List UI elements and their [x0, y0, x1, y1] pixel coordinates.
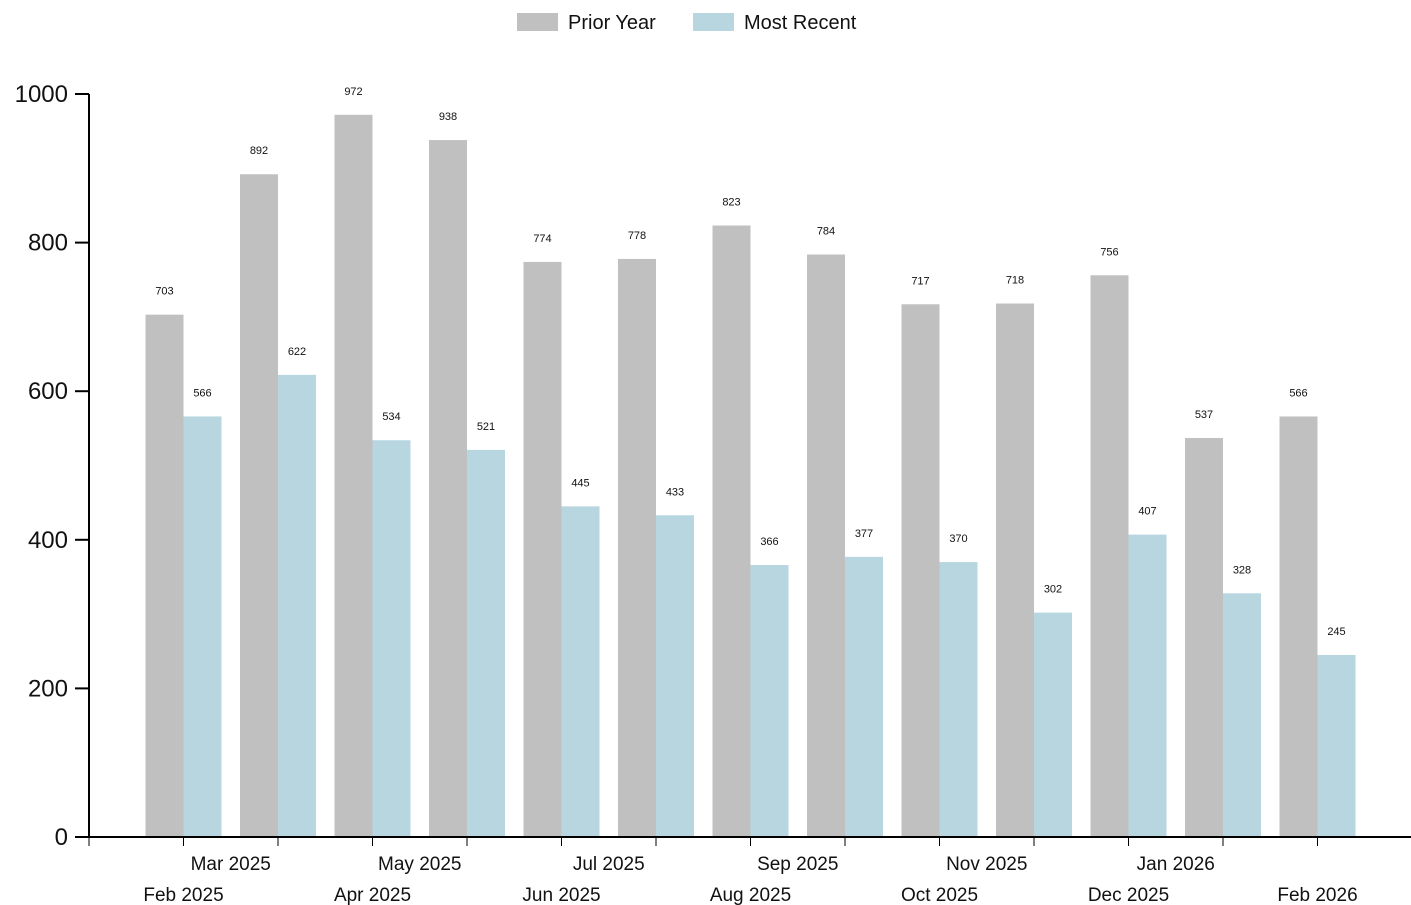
data-label-most-recent-jul-2025: 433 [666, 486, 684, 498]
x-tick-label-oct-2025: Oct 2025 [901, 885, 978, 905]
data-label-most-recent-mar-2025: 622 [288, 346, 306, 358]
bar-prior-year-aug-2025 [712, 225, 751, 838]
data-label-prior-year-mar-2025: 892 [250, 145, 268, 157]
y-tick-label: 800 [28, 230, 68, 257]
bar-prior-year-dec-2025 [1090, 275, 1129, 837]
y-tick-label: 600 [28, 378, 68, 405]
y-tick-label: 0 [55, 824, 68, 851]
y-tick-label: 1000 [15, 81, 68, 108]
x-tick-label-may-2025: May 2025 [378, 854, 461, 875]
x-tick-label-jul-2025: Jul 2025 [573, 854, 645, 875]
data-label-prior-year-feb-2026: 566 [1289, 387, 1307, 399]
y-axis: 0 200 400 600 800 1000 [15, 81, 90, 851]
bar-prior-year-feb-2025 [145, 314, 184, 837]
x-tick-label-feb-2026: Feb 2026 [1277, 885, 1357, 905]
x-tick-label-apr-2025: Apr 2025 [334, 885, 411, 905]
bar-most-recent-dec-2025 [1128, 534, 1167, 837]
data-label-prior-year-jun-2025: 774 [533, 233, 551, 245]
bar-most-recent-may-2025 [467, 449, 505, 837]
x-tick-label-jun-2025: Jun 2025 [522, 885, 600, 905]
legend-swatch-prior-year [517, 13, 558, 31]
x-tick-label-dec-2025: Dec 2025 [1088, 885, 1169, 905]
x-tick-label-aug-2025: Aug 2025 [710, 885, 791, 905]
bar-most-recent-nov-2025 [1034, 612, 1072, 837]
data-label-most-recent-feb-2025: 566 [193, 387, 211, 399]
bar-prior-year-sep-2025 [807, 254, 845, 837]
data-label-prior-year-jan-2026: 537 [1195, 409, 1213, 421]
data-label-prior-year-aug-2025: 823 [722, 197, 740, 209]
data-label-most-recent-jan-2026: 328 [1233, 564, 1251, 576]
data-label-prior-year-nov-2025: 718 [1006, 275, 1024, 287]
x-tick-label-nov-2025: Nov 2025 [946, 854, 1027, 875]
data-label-most-recent-sep-2025: 377 [855, 528, 873, 540]
data-label-prior-year-dec-2025: 756 [1100, 246, 1118, 258]
bar-prior-year-jan-2026 [1185, 438, 1223, 837]
data-label-most-recent-nov-2025: 302 [1044, 584, 1062, 596]
bar-prior-year-jul-2025 [618, 258, 656, 837]
data-label-prior-year-feb-2025: 703 [155, 286, 173, 298]
legend-swatch-most-recent [693, 13, 734, 31]
legend: Prior Year Most Recent [517, 12, 857, 34]
x-tick-label-feb-2025: Feb 2025 [143, 885, 223, 905]
bar-most-recent-oct-2025 [939, 562, 978, 837]
data-label-prior-year-may-2025: 938 [439, 111, 457, 123]
legend-label-most-recent: Most Recent [744, 12, 857, 34]
x-tick-label-jan-2026: Jan 2026 [1137, 854, 1215, 875]
legend-label-prior-year: Prior Year [568, 12, 656, 34]
bars: 703 566 892 622 972 534 938 521 774 445 778 433 823 3… [145, 86, 1356, 838]
bar-prior-year-oct-2025 [901, 304, 940, 837]
data-label-most-recent-may-2025: 521 [477, 421, 495, 433]
data-label-prior-year-sep-2025: 784 [817, 225, 835, 237]
bar-prior-year-apr-2025 [334, 114, 373, 837]
x-tick-label-sep-2025: Sep 2025 [757, 854, 838, 875]
x-axis: Feb 2025 Mar 2025 Apr 2025 May 2025 Jun 2025… [88, 836, 1411, 905]
data-label-most-recent-apr-2025: 534 [382, 411, 400, 423]
bar-most-recent-sep-2025 [845, 556, 883, 837]
data-label-most-recent-dec-2025: 407 [1138, 506, 1156, 518]
data-label-prior-year-apr-2025: 972 [344, 86, 362, 98]
bar-prior-year-nov-2025 [996, 303, 1034, 837]
bar-prior-year-mar-2025 [240, 174, 278, 837]
data-label-most-recent-oct-2025: 370 [949, 533, 967, 545]
bar-prior-year-jun-2025 [523, 261, 562, 838]
data-label-most-recent-aug-2025: 366 [760, 536, 778, 548]
y-tick-label: 400 [28, 527, 68, 554]
bar-most-recent-jan-2026 [1223, 593, 1261, 837]
data-label-prior-year-jul-2025: 778 [628, 230, 646, 242]
bar-most-recent-feb-2026 [1317, 654, 1356, 837]
data-label-most-recent-feb-2026: 245 [1327, 626, 1345, 638]
bar-most-recent-mar-2025 [278, 374, 316, 837]
bar-most-recent-jul-2025 [656, 515, 694, 837]
bar-most-recent-feb-2025 [183, 416, 222, 837]
bar-most-recent-jun-2025 [561, 506, 600, 837]
bar-prior-year-may-2025 [429, 140, 467, 838]
data-label-prior-year-oct-2025: 717 [911, 275, 929, 287]
bar-prior-year-feb-2026 [1279, 416, 1318, 837]
bar-most-recent-apr-2025 [372, 440, 411, 837]
y-tick-label: 200 [28, 675, 68, 702]
data-label-most-recent-jun-2025: 445 [571, 477, 589, 489]
x-tick-label-mar-2025: Mar 2025 [191, 854, 271, 875]
bar-most-recent-aug-2025 [750, 565, 789, 837]
